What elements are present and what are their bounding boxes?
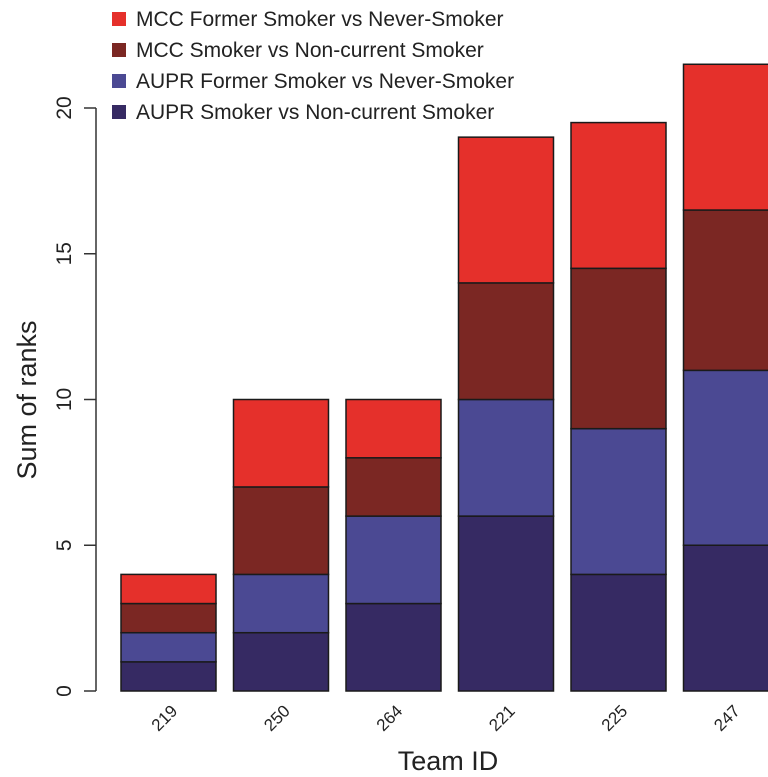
bar-segment-250-s2 — [232, 486, 330, 576]
bar-segment-247-s2 — [682, 209, 768, 372]
x-tick-label-247: 247 — [710, 701, 743, 734]
bar-segment-221-s0 — [457, 515, 555, 692]
x-tick-label-264: 264 — [373, 701, 406, 734]
legend-label-s0: AUPR Smoker vs Non-current Smoker — [136, 101, 494, 124]
x-tick-label-225: 225 — [598, 701, 631, 734]
bars-group — [120, 63, 768, 692]
bar-segment-247-s0 — [682, 544, 768, 692]
legend-swatch-s3 — [112, 12, 126, 26]
legend-label-s2: MCC Smoker vs Non-current Smoker — [136, 39, 484, 62]
bar-segment-247-s1 — [682, 369, 768, 546]
bar-segment-219-s3 — [120, 573, 217, 605]
y-axis: 0 5 10 15 20 — [53, 96, 97, 697]
legend-swatch-s2 — [112, 43, 126, 57]
legend-swatch-s1 — [112, 74, 126, 88]
x-axis: 219 250 264 221 225 247 — [148, 701, 744, 734]
x-tick-label-219: 219 — [148, 701, 181, 734]
bar-segment-225-s2 — [570, 267, 667, 430]
bar-segment-264-s0 — [345, 602, 442, 692]
bar-segment-221-s3 — [457, 136, 555, 284]
bar-segment-221-s1 — [457, 398, 555, 517]
bar-segment-225-s1 — [570, 427, 667, 576]
bar-segment-219-s2 — [120, 602, 217, 634]
y-tick-label: 5 — [53, 539, 76, 551]
bar-segment-219-s1 — [120, 631, 217, 663]
bar-segment-225-s3 — [570, 121, 667, 270]
legend-label-s1: AUPR Former Smoker vs Never-Smoker — [136, 70, 514, 93]
y-tick-label: 20 — [53, 96, 76, 119]
y-axis-title: Sum of ranks — [12, 320, 42, 479]
legend-swatch-s0 — [112, 105, 126, 119]
bar-segment-221-s2 — [457, 282, 555, 401]
bar-segment-250-s3 — [232, 398, 330, 488]
bar-segment-264-s3 — [345, 398, 442, 459]
bar-segment-219-s0 — [120, 661, 217, 692]
y-tick-label: 0 — [53, 685, 76, 697]
bar-segment-225-s0 — [570, 573, 667, 692]
legend-label-s3: MCC Former Smoker vs Never-Smoker — [136, 8, 504, 31]
x-tick-label-250: 250 — [260, 701, 293, 734]
bar-segment-247-s3 — [682, 63, 768, 211]
bar-segment-264-s2 — [345, 457, 442, 517]
bar-segment-250-s1 — [232, 573, 330, 634]
x-tick-label-221: 221 — [485, 701, 518, 734]
bar-segment-250-s0 — [232, 631, 330, 692]
y-tick-label: 15 — [53, 242, 76, 265]
x-axis-title: Team ID — [398, 746, 499, 776]
bar-segment-264-s1 — [345, 515, 442, 605]
y-tick-label: 10 — [53, 388, 76, 411]
legend: MCC Former Smoker vs Never-Smoker MCC Smo… — [112, 8, 514, 124]
